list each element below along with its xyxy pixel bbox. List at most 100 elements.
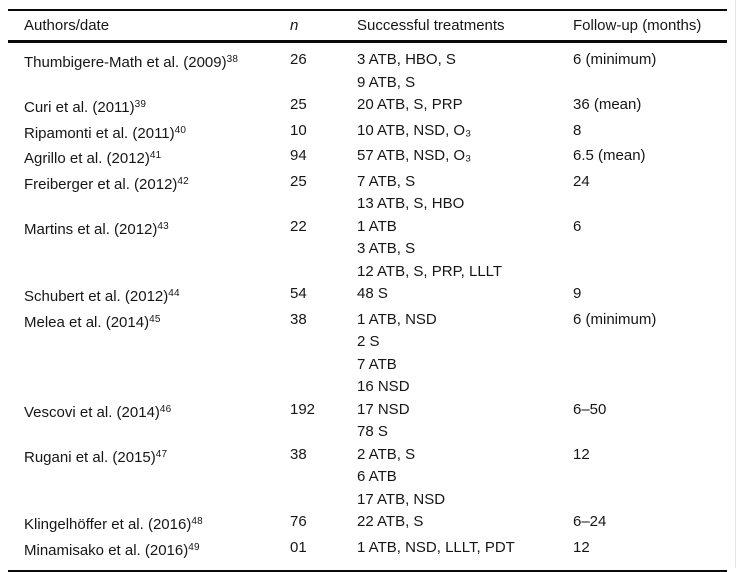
reference-superscript: 39: [134, 99, 147, 110]
treatment-line: 48 S: [357, 285, 388, 302]
reference-superscript: 38: [226, 54, 239, 65]
follow-up-cell: 6–24: [573, 513, 607, 530]
table-row: Ripamonti et al. (2011)40 10 10 ATB, NSD…: [24, 120, 721, 146]
authors-date-text: Minamisako et al. (2016): [24, 541, 189, 559]
table-row: Freiberger et al. (2012)42 25 7 ATB, S 13…: [24, 171, 721, 216]
authors-date-cell: Minamisako et al. (2016)49: [24, 537, 290, 563]
treatments-cell: 1 ATB, NSD, LLLT, PDT: [357, 537, 573, 560]
sample-size-cell: 25: [290, 96, 307, 113]
reference-superscript: 49: [188, 541, 200, 553]
treatments-cell: 48 S: [357, 283, 573, 306]
reference-superscript: 42: [177, 175, 189, 187]
treatment-line: 12 ATB, S, PRP, LLLT: [357, 262, 503, 280]
reference-superscript: 40: [174, 124, 187, 136]
reference-superscript: 47: [155, 448, 168, 460]
table-row: Vescovi et al. (2014)46 192 17 NSD 78 S 6…: [24, 399, 721, 444]
reference-superscript: 43: [157, 220, 169, 232]
authors-date-text: Freiberger et al. (2012): [24, 175, 178, 193]
table-row: Agrillo et al. (2012)41 94 57 ATB, NSD, …: [24, 145, 721, 171]
authors-date-cell: Agrillo et al. (2012)41: [24, 145, 290, 171]
table-row: Schubert et al. (2012)44 54 48 S 9: [24, 283, 721, 309]
follow-up-cell: 36 (mean): [573, 96, 642, 113]
follow-up-cell: 8: [573, 121, 582, 139]
authors-date-cell: Thumbigere-Math et al. (2009)38: [24, 49, 290, 75]
treatment-line: 57 ATB, NSD, O₃: [357, 147, 472, 164]
sample-size-cell: 38: [290, 445, 307, 463]
table-row: Rugani et al. (2015)47 38 2 ATB, S 6 ATB 1…: [24, 444, 721, 512]
sample-size-cell: 38: [290, 310, 307, 328]
treatment-line: 2 S: [357, 333, 380, 350]
treatments-cell: 7 ATB, S 13 ATB, S, HBO: [357, 171, 573, 216]
treatments-cell: 17 NSD 78 S: [357, 399, 573, 444]
authors-date-cell: Schubert et al. (2012)44: [24, 283, 290, 309]
column-header-authors-date: Authors/date: [24, 17, 110, 34]
sample-size-cell: 25: [290, 172, 307, 190]
treatment-line: 16 NSD: [357, 378, 410, 395]
authors-date-cell: Freiberger et al. (2012)42: [24, 171, 290, 197]
follow-up-cell: 12: [573, 445, 590, 463]
authors-date-text: Schubert et al. (2012): [24, 288, 169, 305]
treatments-cell: 1 ATB, NSD 2 S 7 ATB 16 NSD: [357, 309, 573, 399]
authors-date-text: Klingelhöffer et al. (2016): [24, 516, 192, 533]
follow-up-cell: 12: [573, 538, 590, 556]
studies-table: Authors/date n Successful treatments Fol…: [8, 9, 727, 572]
table-row: Melea et al. (2014)45 38 1 ATB, NSD 2 S 7 …: [24, 309, 721, 399]
table-body: Thumbigere-Math et al. (2009)38 26 3 ATB…: [8, 43, 727, 570]
sample-size-cell: 192: [290, 400, 316, 418]
table-row: Martins et al. (2012)43 22 1 ATB 3 ATB, S…: [24, 216, 721, 284]
authors-date-cell: Curi et al. (2011)39: [24, 94, 290, 120]
follow-up-cell: 6: [573, 217, 582, 235]
authors-date-cell: Ripamonti et al. (2011)40: [24, 120, 290, 146]
authors-date-cell: Vescovi et al. (2014)46: [24, 399, 290, 425]
treatment-line: 3 ATB, HBO, S: [357, 51, 456, 68]
treatments-cell: 1 ATB 3 ATB, S 12 ATB, S, PRP, LLLT: [357, 216, 573, 284]
sample-size-cell: 94: [290, 147, 307, 164]
authors-date-text: Rugani et al. (2015): [24, 448, 156, 466]
reference-superscript: 48: [191, 516, 203, 527]
reference-superscript: 45: [149, 313, 161, 325]
treatment-line: 7 ATB: [357, 355, 397, 373]
authors-date-text: Vescovi et al. (2014): [24, 403, 160, 421]
treatment-line: 17 ATB, NSD: [357, 490, 446, 508]
table-row: Curi et al. (2011)39 25 20 ATB, S, PRP 3…: [24, 94, 721, 120]
table-row: Minamisako et al. (2016)49 01 1 ATB, NSD…: [24, 537, 721, 563]
treatments-cell: 20 ATB, S, PRP: [357, 94, 573, 117]
follow-up-cell: 6 (minimum): [573, 310, 657, 328]
sample-size-cell: 10: [290, 121, 307, 139]
reference-superscript: 44: [168, 288, 180, 299]
treatment-line: 6 ATB: [357, 468, 397, 485]
sample-size-cell: 54: [290, 285, 307, 302]
treatment-line: 1 ATB: [357, 217, 397, 235]
treatment-line: 10 ATB, NSD, O₃: [357, 121, 472, 139]
follow-up-cell: 9: [573, 285, 582, 302]
table-row: Thumbigere-Math et al. (2009)38 26 3 ATB…: [24, 49, 721, 94]
treatment-line: 3 ATB, S: [357, 240, 416, 257]
authors-date-text: Thumbigere-Math et al. (2009): [24, 54, 227, 71]
authors-date-cell: Rugani et al. (2015)47: [24, 444, 290, 470]
follow-up-cell: 6 (minimum): [573, 51, 657, 68]
reference-superscript: 46: [159, 403, 172, 415]
treatment-line: 22 ATB, S: [357, 513, 424, 530]
treatments-cell: 3 ATB, HBO, S 9 ATB, S: [357, 49, 573, 94]
column-header-successful-treatments: Successful treatments: [357, 17, 505, 34]
authors-date-cell: Martins et al. (2012)43: [24, 216, 290, 242]
treatment-line: 17 NSD: [357, 400, 410, 418]
treatment-line: 9 ATB, S: [357, 73, 416, 91]
follow-up-cell: 6–50: [573, 400, 607, 418]
sample-size-cell: 76: [290, 513, 307, 530]
follow-up-cell: 24: [573, 172, 590, 190]
treatment-line: 7 ATB, S: [357, 172, 416, 190]
table-header-row: Authors/date n Successful treatments Fol…: [8, 11, 727, 43]
treatments-cell: 10 ATB, NSD, O₃: [357, 120, 573, 143]
authors-date-text: Martins et al. (2012): [24, 220, 158, 238]
treatment-line: 1 ATB, NSD, LLLT, PDT: [357, 538, 515, 556]
table-row: Klingelhöffer et al. (2016)48 76 22 ATB,…: [24, 511, 721, 537]
treatment-line: 20 ATB, S, PRP: [357, 96, 463, 113]
treatments-cell: 22 ATB, S: [357, 511, 573, 534]
sample-size-cell: 01: [290, 538, 307, 556]
follow-up-cell: 6.5 (mean): [573, 147, 646, 164]
treatments-cell: 57 ATB, NSD, O₃: [357, 145, 573, 168]
treatments-cell: 2 ATB, S 6 ATB 17 ATB, NSD: [357, 444, 573, 512]
authors-date-cell: Klingelhöffer et al. (2016)48: [24, 511, 290, 537]
